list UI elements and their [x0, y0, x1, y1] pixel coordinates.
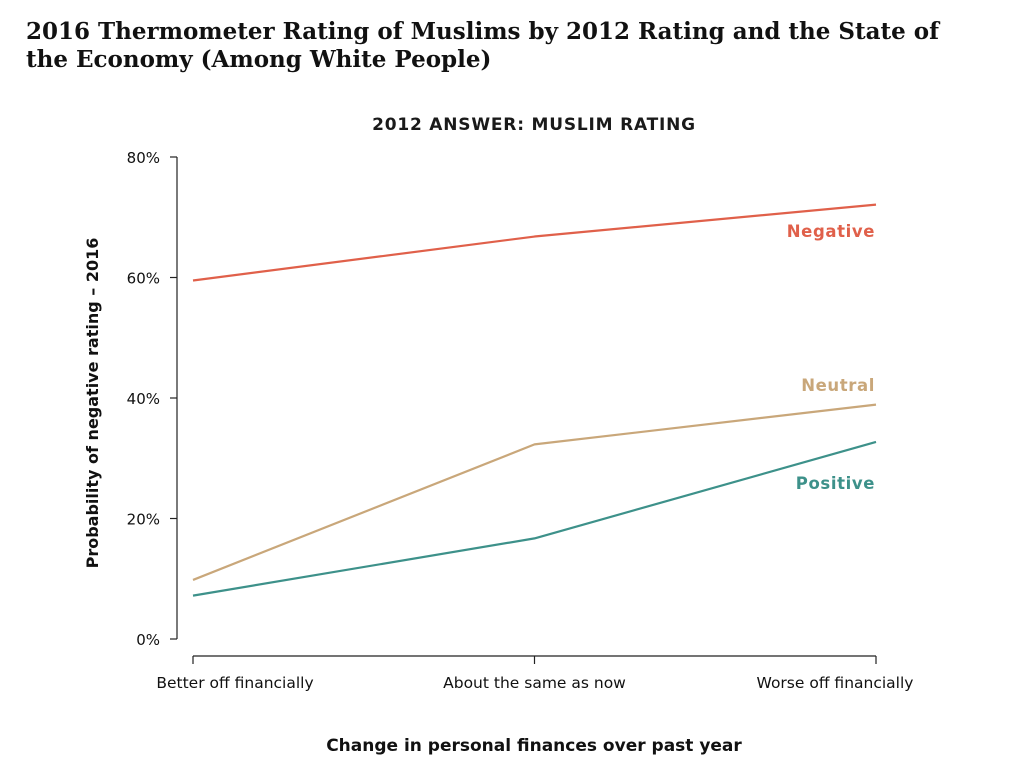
y-tick-label: 40%: [127, 390, 160, 408]
x-tick-label: Worse off financially: [757, 674, 914, 692]
series-label-neutral: Neutral: [801, 376, 875, 395]
y-tick-label: 60%: [127, 270, 160, 288]
series-label-positive: Positive: [796, 474, 875, 493]
chart-subtitle: 2012 ANSWER: MUSLIM RATING: [372, 115, 696, 135]
series-label-negative: Negative: [787, 222, 875, 241]
x-tick-label: Better off financially: [156, 674, 313, 692]
y-tick-label: 20%: [127, 511, 160, 529]
series-lines: Negative Neutral Positive: [192, 203, 877, 597]
y-axis: 0% 20% 40% 60% 80%: [127, 149, 178, 649]
y-tick-label: 80%: [127, 149, 160, 167]
series-line-positive: [192, 440, 877, 597]
series-line-negative: [192, 203, 877, 282]
y-tick-label: 0%: [136, 631, 160, 649]
x-axis: Better off financially About the same as …: [156, 655, 914, 692]
chart-title: 2016 Thermometer Rating of Muslims by 20…: [26, 18, 940, 73]
x-axis-label: Change in personal finances over past ye…: [326, 736, 742, 756]
x-tick-label: About the same as now: [443, 674, 626, 692]
y-axis-label: Probability of negative rating – 2016: [83, 238, 102, 569]
series-line-neutral: [192, 403, 877, 581]
